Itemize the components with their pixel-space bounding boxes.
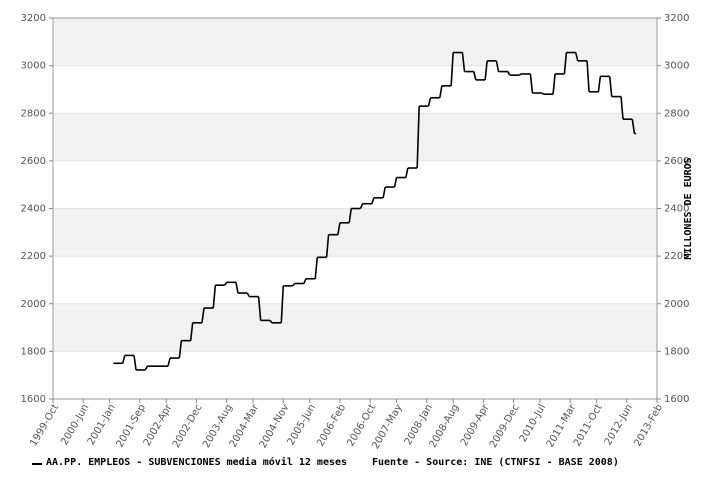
- y-tick-label: 2600: [21, 156, 46, 167]
- step-connector: [574, 52, 579, 62]
- step-connector: [484, 60, 488, 80]
- step-connector: [144, 365, 149, 371]
- step-connector: [246, 292, 250, 297]
- step-connector: [541, 92, 545, 95]
- step-connector: [280, 285, 285, 323]
- y2-tick-label: 2000: [664, 299, 689, 310]
- step-connector: [167, 357, 171, 367]
- step-connector: [371, 197, 375, 204]
- step-connector: [416, 106, 420, 169]
- step-connector: [450, 52, 454, 86]
- x-tick-label: 2010-Jul: [518, 403, 548, 445]
- y2-tick-label: 2600: [664, 156, 689, 167]
- y-tick-label: 3200: [21, 13, 46, 24]
- x-tick-label: 1999-Oct: [28, 402, 61, 448]
- step-connector: [461, 52, 466, 72]
- y-tick-label: 1600: [21, 394, 46, 405]
- y-tick-label: 2200: [21, 251, 46, 262]
- step-connector: [269, 319, 273, 324]
- x-tick-label: 2002-Dec: [171, 403, 205, 450]
- y2-tick-label: 1800: [664, 346, 689, 357]
- step-connector: [608, 76, 613, 97]
- legend-label: AA.PP. EMPLEOS - SUBVENCIONES media móvi…: [46, 456, 347, 468]
- step-connector: [212, 285, 217, 309]
- step-connector: [518, 73, 522, 76]
- step-connector: [121, 355, 126, 364]
- step-connector: [473, 71, 477, 81]
- grid-band: [53, 208, 657, 257]
- step-connector: [586, 60, 590, 92]
- step-connector: [314, 257, 319, 279]
- y-tick-label: 1800: [21, 346, 46, 357]
- source-note: Fuente - Source: INE (CTNFSI - BASE 2008…: [372, 457, 619, 468]
- step-connector: [359, 203, 364, 209]
- y2-tick-label: 1600: [664, 394, 689, 405]
- step-connector: [529, 73, 534, 94]
- step-connector: [382, 186, 386, 198]
- step-connector: [620, 96, 624, 120]
- grid-band: [53, 113, 657, 161]
- step-connector: [303, 278, 307, 284]
- y2-tick-label: 2800: [664, 108, 689, 119]
- step-connector: [337, 222, 341, 235]
- step-connector: [325, 234, 330, 258]
- step-connector: [348, 208, 353, 223]
- step-connector: [507, 71, 511, 76]
- step-connector: [393, 177, 398, 188]
- step-connector: [257, 296, 262, 321]
- step-connector: [563, 52, 568, 75]
- x-tick-label: 2006-Feb: [315, 403, 348, 449]
- step-connector: [223, 281, 228, 286]
- y-tick-label: 3000: [21, 61, 46, 72]
- step-connector: [427, 97, 432, 107]
- step-connector: [133, 355, 137, 371]
- step-connector: [235, 282, 239, 294]
- step-connector: [178, 340, 183, 359]
- y2-axis-label: MILLONES DE EUROS: [683, 157, 694, 259]
- x-tick-label: 2012-Jun: [603, 403, 635, 448]
- step-connector: [201, 307, 205, 323]
- step-connector: [189, 322, 194, 341]
- step-connector: [631, 119, 636, 134]
- y-tick-label: 2400: [21, 204, 46, 215]
- step-connector: [495, 60, 500, 72]
- step-connector: [597, 76, 602, 92]
- x-tick-label: 2009-Dec: [488, 403, 522, 450]
- y2-tick-label: 3000: [664, 61, 689, 72]
- grid-band: [53, 18, 657, 66]
- y-tick-label: 2800: [21, 108, 46, 119]
- x-tick-label: 2013-Feb: [632, 403, 665, 449]
- y-tick-label: 2000: [21, 299, 46, 310]
- y2-tick-label: 2200: [664, 251, 689, 262]
- grid-band: [53, 303, 657, 352]
- step-connector: [552, 73, 556, 95]
- y2-tick-label: 2400: [664, 204, 689, 215]
- step-connector: [439, 85, 443, 98]
- x-tick-label: 2009-Apr: [459, 402, 492, 448]
- step-connector: [291, 282, 296, 287]
- y2-tick-label: 3200: [664, 13, 689, 24]
- step-connector: [405, 167, 409, 178]
- plot-frame: [52, 17, 658, 400]
